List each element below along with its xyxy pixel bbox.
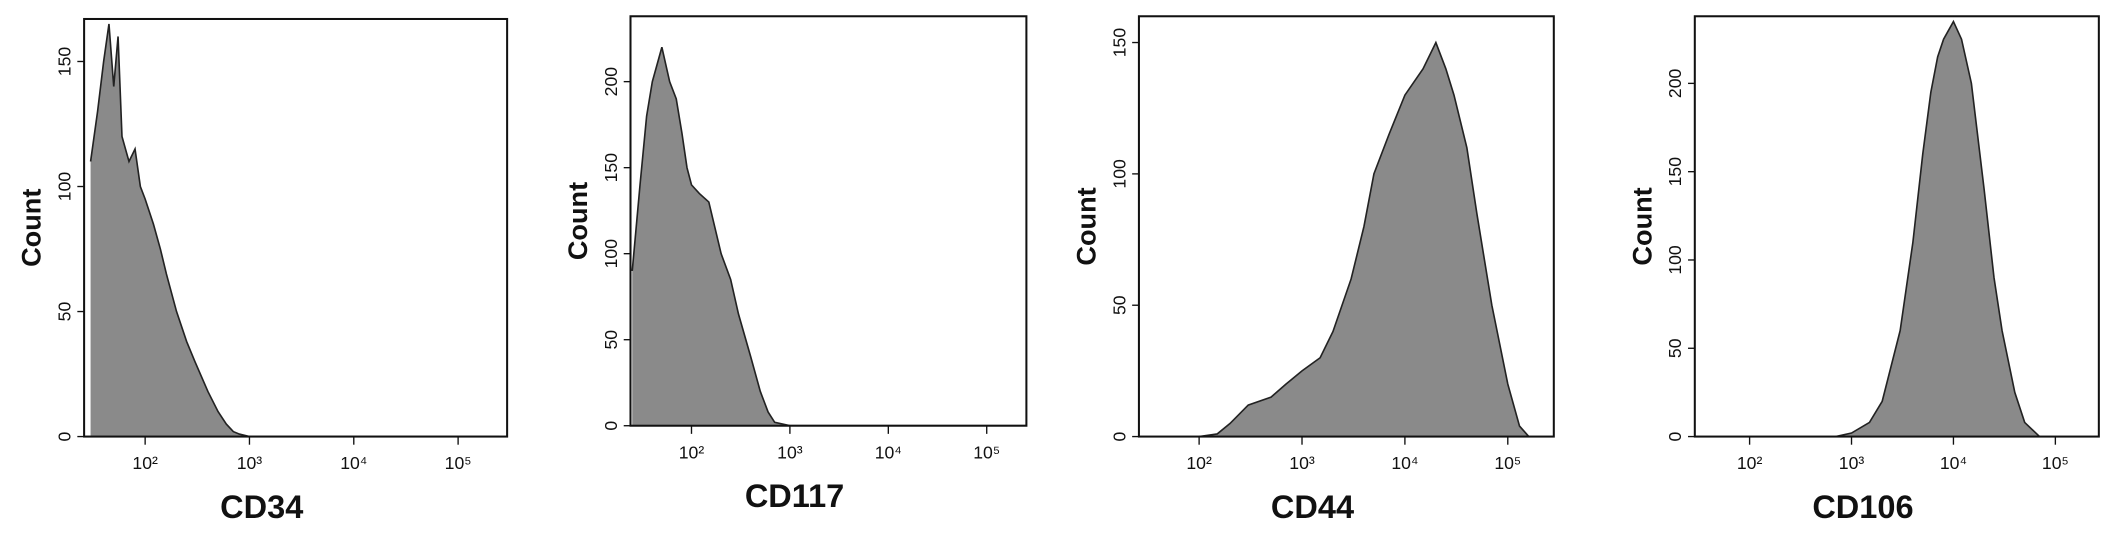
x-axis-label: CD106 (1812, 489, 1913, 525)
y-tick-label: 100 (601, 239, 621, 269)
histogram-outline (1199, 40, 1530, 438)
histogram-fill (1199, 42, 1529, 437)
histogram-outline (1835, 19, 2041, 438)
plot-frame (83, 17, 509, 438)
plot-frame (629, 15, 1028, 427)
y-tick-label: 150 (1665, 157, 1685, 187)
x-axis-label: CD117 (745, 478, 844, 514)
y-axis-label: Count (1071, 187, 1102, 265)
y-axis-label: Count (562, 182, 593, 260)
histogram-fill (632, 47, 1026, 426)
x-tick-label: 10⁴ (1940, 453, 1967, 473)
y-tick-label: 100 (1109, 159, 1129, 189)
x-tick-label: 10⁵ (2042, 453, 2069, 473)
y-tick-label: 0 (55, 431, 75, 441)
y-tick-label: 50 (1665, 338, 1685, 358)
histogram-fill (1835, 21, 2040, 437)
x-tick-label: 10⁴ (1391, 453, 1418, 473)
x-tick-label: 10⁴ (340, 453, 367, 473)
y-tick-label: 150 (601, 153, 621, 183)
y-tick-label: 150 (1109, 28, 1129, 58)
histogram-fill (90, 23, 500, 437)
y-tick-label: 150 (55, 47, 75, 77)
x-tick-label: 10³ (1289, 453, 1315, 473)
y-tick-label: 50 (601, 330, 621, 350)
y-tick-label: 0 (1665, 431, 1685, 441)
y-tick-label: 0 (601, 421, 621, 431)
x-axis-label: CD34 (220, 489, 303, 525)
plot-frame (1693, 15, 2100, 438)
y-axis-label: Count (16, 189, 47, 267)
x-tick-label: 10² (679, 442, 705, 462)
y-tick-label: 200 (1665, 68, 1685, 98)
plot-frame (1137, 15, 1555, 438)
x-tick-label: 10³ (237, 453, 263, 473)
x-tick-label: 10² (1186, 453, 1212, 473)
y-tick-label: 100 (55, 172, 75, 202)
x-tick-label: 10⁵ (973, 442, 1000, 462)
y-tick-label: 200 (601, 67, 621, 97)
y-tick-label: 100 (1665, 245, 1685, 275)
y-tick-label: 50 (1109, 295, 1129, 315)
x-tick-label: 10³ (1839, 453, 1865, 473)
x-tick-label: 10⁴ (875, 442, 902, 462)
x-tick-label: 10⁵ (445, 453, 472, 473)
x-tick-label: 10³ (777, 442, 803, 462)
x-axis-label: CD44 (1271, 489, 1354, 525)
y-tick-label: 0 (1109, 431, 1129, 441)
histogram-outline (631, 47, 1026, 427)
x-tick-label: 10⁵ (1494, 453, 1521, 473)
x-tick-label: 10² (132, 453, 158, 473)
y-axis-label: Count (1626, 187, 1657, 265)
y-tick-label: 50 (55, 302, 75, 322)
x-tick-label: 10² (1737, 453, 1763, 473)
